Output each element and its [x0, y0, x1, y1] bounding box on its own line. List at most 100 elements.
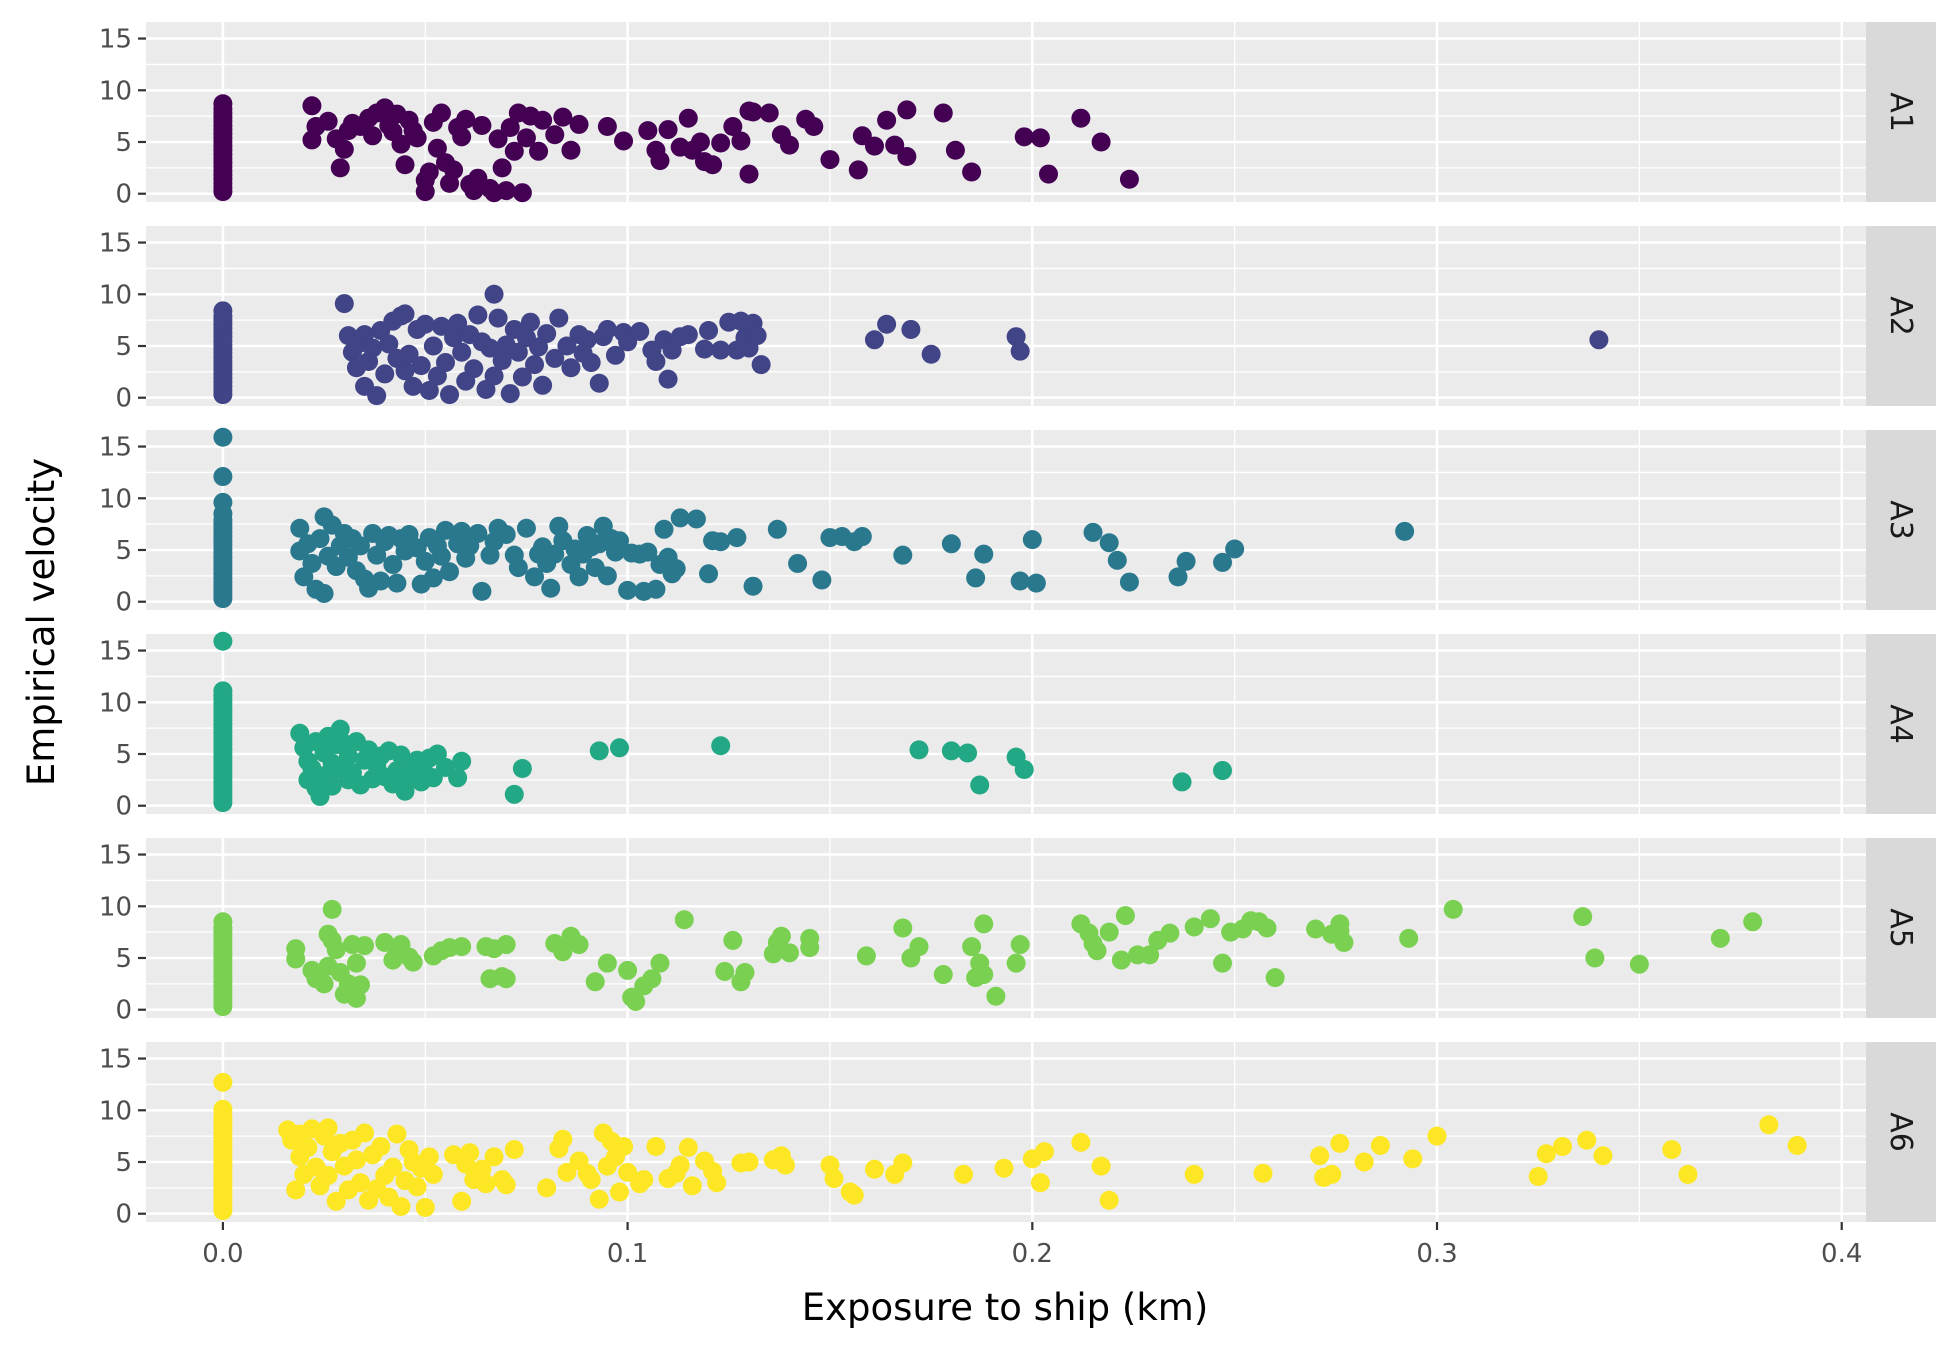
data-point: [399, 344, 419, 364]
data-point: [739, 1152, 759, 1172]
data-point: [589, 741, 609, 761]
data-point: [302, 130, 322, 150]
data-point: [941, 534, 961, 554]
data-point: [727, 528, 747, 548]
data-point: [820, 150, 840, 170]
data-point: [877, 314, 897, 334]
data-point: [456, 109, 476, 129]
data-point: [597, 566, 617, 586]
series-A4-points: [213, 631, 1233, 813]
data-point: [533, 375, 553, 395]
panel-background: [146, 1042, 1866, 1222]
data-point: [545, 348, 565, 368]
data-point: [444, 328, 464, 348]
data-point: [496, 524, 516, 544]
data-point: [496, 1175, 516, 1195]
data-point: [581, 353, 601, 373]
data-point: [630, 322, 650, 342]
data-point: [1071, 108, 1091, 128]
data-point: [350, 975, 370, 995]
data-point: [650, 151, 670, 171]
data-point: [1010, 571, 1030, 591]
data-point: [597, 319, 617, 339]
data-point: [856, 946, 876, 966]
data-point: [371, 571, 391, 591]
data-point: [844, 1185, 864, 1205]
data-point: [387, 573, 407, 593]
data-point: [1111, 950, 1131, 970]
data-point: [1787, 1135, 1807, 1155]
data-point: [350, 1173, 370, 1193]
data-point: [775, 1155, 795, 1175]
data-point: [670, 508, 690, 528]
data-point: [678, 1138, 698, 1158]
data-point: [743, 102, 763, 122]
data-point: [715, 961, 735, 981]
data-point: [1030, 1173, 1050, 1193]
data-point: [476, 1174, 496, 1194]
data-point: [670, 1155, 690, 1175]
y-tick-label: 0: [115, 996, 132, 1026]
data-point: [407, 128, 427, 148]
data-point: [423, 336, 443, 356]
facet-panels: 0 5 10 15 A1 0 5 10 15 A2 0 5 10 15 A3 0 5 10 15 A4 0 5 10 15 A5…: [99, 22, 1936, 1230]
data-point: [363, 338, 383, 358]
data-point: [1200, 909, 1220, 929]
y-tick-label: 15: [99, 1045, 132, 1075]
data-point: [213, 912, 233, 932]
data-point: [735, 962, 755, 982]
data-point: [541, 578, 561, 598]
data-point: [496, 935, 516, 955]
data-point: [553, 942, 573, 962]
data-point: [646, 1136, 666, 1156]
facet-panel-A4: 0 5 10 15 A4: [99, 631, 1936, 822]
data-point: [707, 1173, 727, 1193]
data-point: [1030, 128, 1050, 148]
data-point: [694, 339, 714, 359]
data-point: [800, 938, 820, 958]
data-point: [484, 366, 504, 386]
data-point: [739, 164, 759, 184]
data-point: [1014, 127, 1034, 147]
data-point: [638, 542, 658, 562]
data-point: [986, 986, 1006, 1006]
data-point: [431, 546, 451, 566]
data-point: [1593, 1146, 1613, 1166]
data-point: [516, 518, 536, 538]
data-point: [962, 162, 982, 182]
data-point: [1010, 341, 1030, 361]
data-point: [610, 1182, 630, 1202]
data-point: [1034, 1142, 1054, 1162]
data-point: [512, 183, 532, 203]
data-point: [496, 181, 516, 201]
data-point: [1743, 912, 1763, 932]
data-point: [322, 776, 342, 796]
data-point: [395, 155, 415, 175]
data-point: [407, 1177, 427, 1197]
data-point: [427, 138, 447, 158]
data-point: [1213, 953, 1233, 973]
y-tick-label: 15: [99, 25, 132, 55]
data-point: [897, 100, 917, 120]
data-point: [699, 564, 719, 584]
data-point: [403, 952, 423, 972]
data-point: [419, 1147, 439, 1167]
data-point: [1119, 169, 1139, 189]
data-point: [537, 1178, 557, 1198]
data-point: [314, 583, 334, 603]
facet-strip: [1866, 838, 1936, 1018]
data-point: [496, 969, 516, 989]
data-point: [460, 1143, 480, 1163]
data-point: [504, 141, 524, 161]
data-point: [711, 133, 731, 153]
data-point: [375, 932, 395, 952]
data-point: [383, 554, 403, 574]
data-point: [488, 308, 508, 328]
data-point: [666, 559, 686, 579]
data-point: [674, 910, 694, 930]
y-tick-label: 10: [99, 892, 132, 922]
data-point: [1577, 1130, 1597, 1150]
data-point: [642, 969, 662, 989]
data-point: [334, 294, 354, 314]
data-point: [395, 361, 415, 381]
